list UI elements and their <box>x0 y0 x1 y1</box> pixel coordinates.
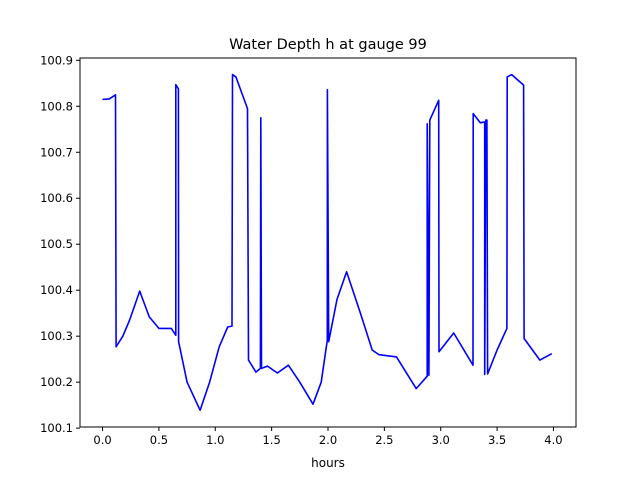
y-tick-label: 100.5 <box>40 237 73 251</box>
x-tick-label: 3.0 <box>432 433 450 447</box>
x-tick-label: 0.5 <box>150 433 168 447</box>
series-line-h <box>102 73 553 412</box>
x-tick-label: 2.0 <box>319 433 337 447</box>
y-tick-label: 100.8 <box>40 99 73 113</box>
y-tick-label: 100.2 <box>40 375 73 389</box>
x-tick-label: 3.5 <box>488 433 506 447</box>
y-tick-label: 100.4 <box>40 283 73 297</box>
y-tick-label: 100.6 <box>40 191 73 205</box>
y-tick-label: 100.7 <box>40 145 73 159</box>
x-tick-label: 1.0 <box>206 433 224 447</box>
y-tick-label: 100.3 <box>40 329 73 343</box>
x-tick-label: 0.0 <box>93 433 111 447</box>
x-axis-label: hours <box>311 456 345 470</box>
y-tick-label: 100.1 <box>40 421 73 435</box>
x-tick-label: 4.0 <box>544 433 562 447</box>
chart-title: Water Depth h at gauge 99 <box>229 37 427 53</box>
y-tick-label: 100.9 <box>40 53 73 67</box>
x-tick-label: 1.5 <box>262 433 280 447</box>
x-tick-label: 2.5 <box>375 433 393 447</box>
plot-frame <box>79 57 577 428</box>
